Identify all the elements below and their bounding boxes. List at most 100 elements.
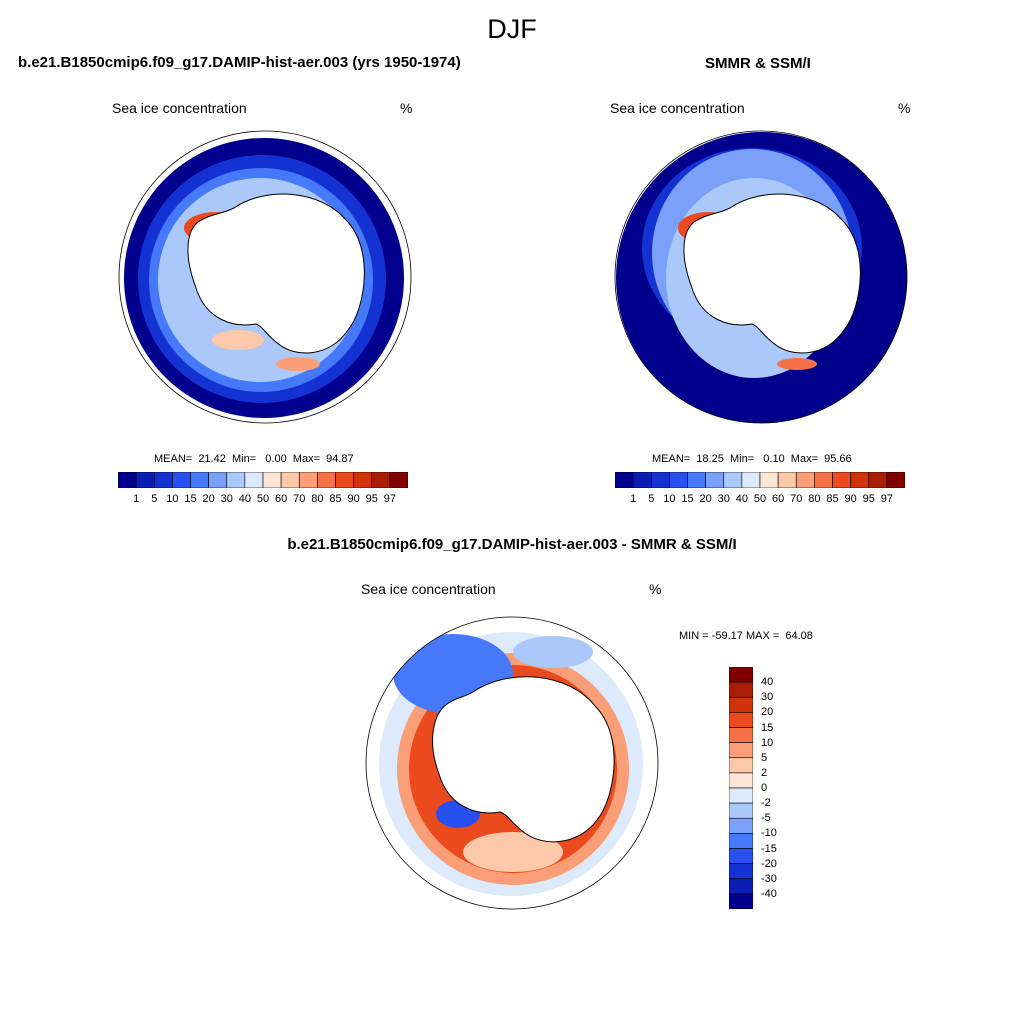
panel1-polar-map	[118, 130, 412, 424]
panel1-colorbar-tick-label: 50	[256, 493, 270, 505]
panel1-colorbar-tick-label: 95	[365, 493, 378, 505]
panel1-units-label: %	[400, 100, 413, 116]
panel2-colorbar-box	[632, 472, 652, 488]
panel2-colorbar-tick-label: 60	[772, 493, 785, 505]
panel1-title: b.e21.B1850cmip6.f09_g17.DAMIP-hist-aer.…	[18, 54, 461, 71]
panel3-colorbar-tick-label: -40	[761, 887, 777, 900]
panel3-colorbar-tick-label: 0	[761, 782, 768, 794]
panel2-colorbar-tick-label: 95	[862, 493, 875, 505]
panel1-colorbar-tick-label: 85	[329, 493, 342, 505]
panel2-stats: MEAN= 18.25 Min= 0.10 Max= 95.66	[652, 453, 852, 465]
panel1-colorbar-tick-label: 97	[383, 493, 396, 505]
panel1-colorbar-box	[135, 472, 155, 488]
panel2-colorbar-box	[759, 472, 779, 488]
panel2-colorbar-tick-label: 97	[880, 493, 893, 505]
panel3-colorbar-box	[729, 712, 753, 728]
panel1-colorbar-box	[317, 472, 336, 488]
panel2-colorbar: 1 5 10 15 20 30 40 50 60 70 80 85 90 95 97	[615, 472, 905, 510]
panel2-colorbar-tick-label: 15	[681, 493, 694, 505]
panel3-diff-negative-north	[513, 636, 593, 668]
panel2-colorbar-tick-label: 40	[735, 493, 748, 505]
panel1-colorbar-tick-label: 1	[133, 493, 140, 505]
panel2-colorbar-tick-label: 5	[648, 493, 655, 505]
panel2-colorbar-tick-label: 70	[790, 493, 803, 505]
panel2-colorbar-box	[850, 472, 870, 488]
panel3-colorbar-box	[729, 833, 753, 849]
panel1-colorbar-tick-label: 30	[220, 493, 233, 505]
panel1-colorbar-tick-label: 15	[184, 493, 197, 505]
panel2-colorbar-box	[814, 472, 833, 488]
panel1-colorbar-box	[172, 472, 191, 488]
panel2-colorbar-box	[741, 472, 761, 488]
panel3-colorbar-box	[729, 863, 753, 880]
panel1-colorbar-box	[208, 472, 228, 488]
panel2-colorbar-labels: 1 5 10 15 20 30 40 50 60 70 80 85 90 95 97	[615, 493, 905, 509]
panel2-high-conc-east	[777, 358, 817, 370]
panel3-colorbar-box	[729, 802, 753, 819]
panel2-colorbar-box	[615, 472, 634, 488]
panel2-colorbar-box	[705, 472, 725, 488]
panel3-colorbar-box	[729, 878, 753, 895]
panel3-title: b.e21.B1850cmip6.f09_g17.DAMIP-hist-aer.…	[287, 536, 737, 553]
panel1-colorbar: 1 5 10 15 20 30 40 50 60 70 80 85 90 95 97	[118, 472, 408, 510]
panel3-colorbar-tick-label: -20	[761, 857, 777, 870]
panel2-colorbar-box	[868, 472, 888, 488]
panel2-colorbar-tick-label: 50	[753, 493, 767, 505]
panel2-colorbar-tick-label: 10	[663, 493, 676, 505]
panel2-colorbar-box	[886, 472, 905, 488]
panel3-colorbar-box	[729, 727, 753, 743]
panel2-colorbar-tick-label: 30	[717, 493, 730, 505]
panel3-antarctica	[432, 676, 615, 843]
panel3-colorbar-tick-label: -15	[761, 842, 777, 855]
panel1-high-conc-ross	[212, 330, 264, 350]
panel3-colorbar-box	[729, 757, 753, 774]
panel2-colorbar-tick-label: 90	[844, 493, 857, 505]
panel1-colorbar-box	[190, 472, 209, 488]
panel2-colorbar-tick-label: 20	[699, 493, 712, 505]
panel3-colorbar-box	[729, 696, 753, 713]
panel2-colorbar-tick-label: 85	[826, 493, 839, 505]
panel1-colorbar-boxes	[118, 472, 408, 488]
panel3-colorbar-box	[729, 667, 753, 683]
panel3-colorbar-box	[729, 742, 753, 759]
panel3-diff-weak-positive	[463, 832, 563, 872]
panel1-antarctica	[187, 193, 365, 354]
panel3-colorbar-tick-label: -30	[761, 872, 777, 885]
panel1-colorbar-box	[153, 472, 173, 488]
panel3-colorbar-tick-label: 10	[761, 736, 774, 749]
panel1-colorbar-labels: 1 5 10 15 20 30 40 50 60 70 80 85 90 95 97	[118, 493, 408, 509]
panel3-colorbar-tick-label: 2	[761, 766, 768, 779]
panel1-variable-label: Sea ice concentration	[112, 100, 247, 116]
panel2-colorbar-box	[650, 472, 670, 488]
panel3-colorbar-box	[729, 817, 753, 834]
panel3-colorbar-box	[729, 787, 753, 804]
panel1-colorbar-tick-label: 10	[166, 493, 179, 505]
panel2-colorbar-box	[795, 472, 815, 488]
panel1-colorbar-box	[353, 472, 373, 488]
panel2-colorbar-box	[777, 472, 797, 488]
panel1-colorbar-tick-label: 20	[202, 493, 215, 505]
panel2-colorbar-box	[832, 472, 851, 488]
panel2-colorbar-box	[669, 472, 688, 488]
panel1-colorbar-box	[389, 472, 408, 488]
panel3-map-border	[365, 616, 659, 910]
panel3-colorbar-tick-label: 20	[761, 706, 774, 719]
panel3-colorbar-box	[729, 848, 753, 864]
panel3-colorbar-tick-label: 40	[761, 676, 774, 689]
panel1-colorbar-box	[335, 472, 354, 488]
panel3-colorbar-tick-label: -5	[761, 812, 771, 825]
panel2-colorbar-boxes	[615, 472, 905, 488]
panel3-colorbar: 40 30 20 15 10 5 2 0 -2 -5 -10 -15 -20 -30 -40	[729, 667, 809, 911]
panel2-variable-label: Sea ice concentration	[610, 100, 745, 116]
panel3-colorbar-box	[729, 893, 753, 909]
panel3-colorbar-tick-label: -10	[761, 827, 777, 840]
panel1-colorbar-tick-label: 60	[275, 493, 288, 505]
panel3-colorbar-tick-label: -2	[761, 797, 771, 810]
panel1-colorbar-tick-label: 80	[311, 493, 324, 505]
panel3-colorbar-box	[729, 772, 753, 789]
panel3-units-label: %	[649, 581, 662, 597]
panel3-stats: MIN = -59.17 MAX = 64.08	[679, 630, 813, 642]
panel1-colorbar-box	[280, 472, 300, 488]
panel1-colorbar-tick-label: 70	[293, 493, 306, 505]
panel3-polar-map	[365, 616, 659, 910]
